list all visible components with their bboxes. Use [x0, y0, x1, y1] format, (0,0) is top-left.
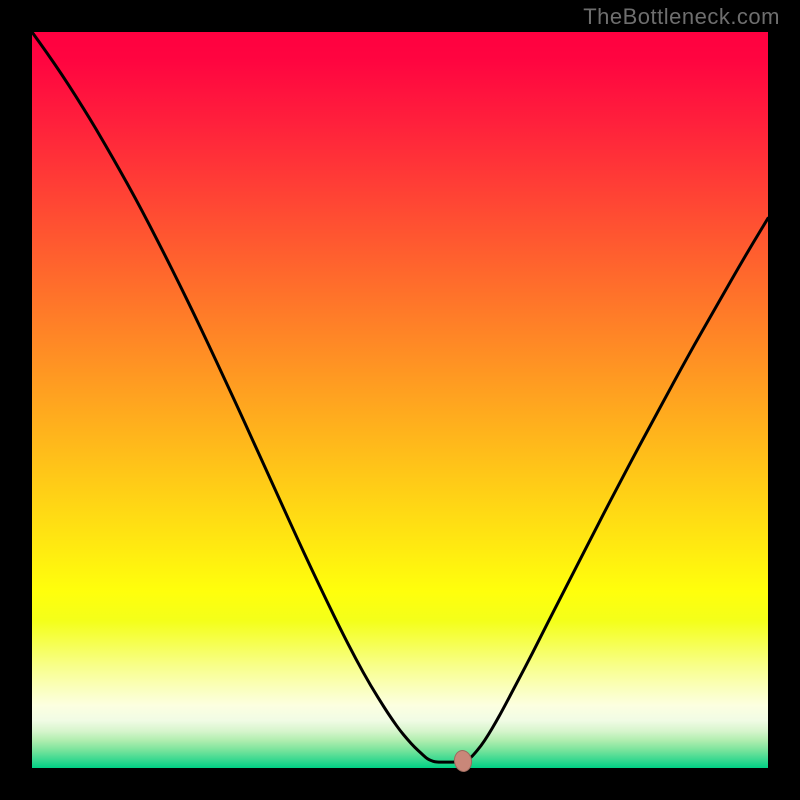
- background-gradient: [32, 32, 768, 768]
- plot-area: [32, 32, 768, 768]
- chart-root: TheBottleneck.com: [0, 0, 800, 800]
- watermark-text: TheBottleneck.com: [583, 4, 780, 30]
